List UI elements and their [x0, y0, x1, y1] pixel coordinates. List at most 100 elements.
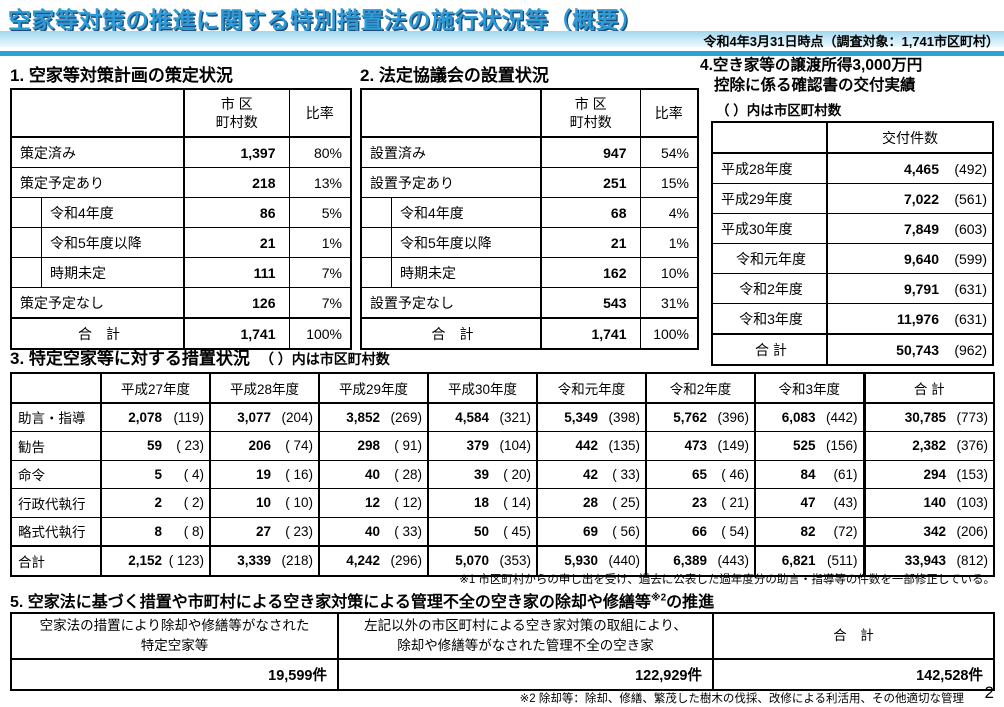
value-cell: 3,852 (269) — [318, 402, 429, 432]
section1-title: 1. 空家等対策計画の策定状況 — [10, 66, 233, 85]
value-cell: 27 ( 23) — [209, 516, 320, 547]
table-row: 行政代執行 2 ( 2) 10 ( 10) 12 ( 12) 18 ( 14) 28 ( 25) 23… — [10, 488, 995, 518]
ratio-cell: 1% — [639, 227, 699, 258]
municipality-paren: ( 16) — [285, 466, 313, 482]
value-paren-pair: 27 ( 23) — [216, 524, 313, 539]
fiscal-year-header: 平成29年度 — [318, 372, 429, 404]
municipality-paren: (773) — [956, 409, 988, 425]
rate-table: 市 区 町村数 比率 設置済み 947 54% 設置予定あり 251 15% 令和4年度 68 4%… — [360, 88, 699, 350]
fiscal-year-header: 平成30年度 — [427, 372, 538, 404]
count-cell: 21 — [540, 227, 641, 258]
value-cell: 19 ( 16) — [209, 459, 320, 489]
row-label: 平成30年度 — [711, 213, 828, 244]
municipality-paren: ( 20) — [503, 466, 531, 482]
count-value: 442 — [575, 438, 598, 454]
value-paren-pair: 28 ( 25) — [543, 495, 640, 510]
value-cell: 30,785 (773) — [862, 402, 995, 432]
row-label: 令和3年度 — [711, 303, 828, 335]
value-paren-pair: 473 (149) — [652, 438, 749, 453]
row-label: 合 計 — [711, 333, 828, 366]
municipality-paren: (61) — [833, 466, 858, 482]
value-paren-pair: 30,785 (773) — [871, 409, 988, 425]
value-paren-pair: 5,930 (440) — [543, 553, 640, 568]
count-value: 5 — [154, 466, 162, 482]
footnote-2: ※2 除却等：除却、修繕、繁茂した樹木の伐採、改修による利活用、その他適切な管理 — [519, 693, 964, 705]
ratio-cell: 13% — [288, 167, 352, 198]
value-cell: 6,389 (443) — [645, 545, 756, 576]
municipality-paren: (492) — [954, 160, 987, 177]
ratio-cell: 5% — [288, 197, 352, 228]
value-cell: 4,465 (492) — [826, 152, 994, 184]
municipality-count-header: 市 区 町村数 — [540, 88, 641, 138]
count-value: 27 — [255, 523, 271, 539]
section4-title: 4.空き家等の譲渡所得3,000万円 控除に係る確認書の交付実績 — [700, 56, 922, 97]
municipality-paren: ( 45) — [503, 523, 531, 539]
value-cell: 84 (61) — [754, 459, 865, 489]
municipality-paren: (43) — [833, 495, 858, 511]
count-cell: 126 — [183, 287, 290, 319]
count-value: 5,070 — [455, 553, 489, 569]
count-value: 5,930 — [564, 553, 598, 569]
value-cell: 2,382 (376) — [862, 431, 995, 461]
survey-date-note: 令和4年3月31日時点（調査対象：1,741市区町村） — [703, 34, 999, 49]
value-paren-pair: 342 (206) — [871, 524, 988, 539]
value-paren-pair: 10 ( 10) — [216, 495, 313, 510]
fiscal-year-header: 令和元年度 — [536, 372, 647, 404]
count-value: 23 — [691, 495, 707, 511]
table-row: 略式代執行 8 ( 8) 27 ( 23) 40 ( 33) 50 ( 45) 69 ( 56) 66… — [10, 516, 995, 547]
count-value: 47 — [800, 495, 816, 511]
count-value: 33,943 — [904, 553, 946, 569]
value-paren-pair: 442 (135) — [543, 438, 640, 453]
row-label: 令和4年度 — [10, 197, 185, 228]
count-value: 50 — [473, 523, 489, 539]
count-cell: 1,741 — [183, 317, 290, 350]
count-value: 6,083 — [781, 409, 816, 425]
ratio-cell: 1% — [288, 227, 352, 258]
count-value: 3,077 — [237, 409, 271, 425]
fiscal-year-header: 平成28年度 — [209, 372, 320, 404]
municipality-paren: ( 25) — [612, 495, 640, 511]
count-value: 66 — [691, 523, 707, 539]
count-value: 3,339 — [237, 553, 271, 569]
table-row: 令和5年度以降 21 1% — [10, 227, 352, 258]
municipality-paren: ( 14) — [503, 495, 531, 511]
value-cell: 294 (153) — [862, 459, 995, 489]
value-paren-pair: 379 (104) — [434, 438, 531, 453]
ratio-cell: 4% — [639, 197, 699, 228]
value-paren-pair: 42 ( 33) — [543, 467, 640, 482]
ratio-cell: 15% — [639, 167, 699, 198]
ratio-header: 比率 — [639, 88, 699, 138]
table-row: 設置済み 947 54% — [360, 136, 699, 168]
municipality-paren: ( 21) — [721, 495, 749, 511]
municipality-paren: (103) — [956, 495, 988, 511]
table-row: 勧告 59 ( 23) 206 ( 74) 298 ( 91) 379 (104) 442 (135… — [10, 431, 995, 461]
value-cell: 140 (103) — [862, 488, 995, 518]
count-value: 4,242 — [346, 553, 380, 569]
measure-label: 勧告 — [10, 431, 102, 461]
value-cell: 65 ( 46) — [645, 459, 756, 489]
municipality-count-header: 市 区 町村数 — [183, 88, 290, 138]
value-cell: 10 ( 10) — [209, 488, 320, 518]
table-row: 合 計 1,741 100% — [360, 317, 699, 350]
count-value: 298 — [357, 438, 380, 454]
row-label: 令和元年度 — [711, 243, 828, 274]
value-cell: 142,528件 — [712, 658, 995, 691]
value-paren-pair: 6,389 (443) — [652, 553, 749, 568]
value-cell: 5,349 (398) — [536, 402, 647, 432]
count-value: 40 — [364, 523, 380, 539]
municipality-paren: ( 4) — [183, 466, 204, 482]
value-paren-pair: 7,849 (603) — [833, 221, 987, 237]
value-paren-pair: 5,762 (396) — [652, 410, 749, 425]
column-header: 左記以外の市区町村による空き家対策の取組により、 除却や修繕等がなされた管理不全… — [337, 612, 714, 660]
header-row: 市 区 町村数 比率 — [360, 88, 699, 138]
section5-title-post: の推進 — [666, 594, 715, 611]
municipality-paren: (561) — [954, 190, 987, 207]
municipality-paren: (156) — [825, 438, 858, 454]
value-paren-pair: 8 ( 8) — [107, 524, 204, 539]
value-cell: 442 (135) — [536, 431, 647, 461]
certificate-issuance-table-mount: 交付件数 平成28年度 4,465 (492) 平成29年度 7,022 (561) 平成30… — [711, 121, 994, 366]
count-value: 40 — [364, 466, 380, 482]
municipality-paren: ( 23) — [176, 438, 204, 454]
value-cell: 2,078 (119) — [100, 402, 211, 432]
value-cell: 6,083 (442) — [754, 402, 865, 432]
